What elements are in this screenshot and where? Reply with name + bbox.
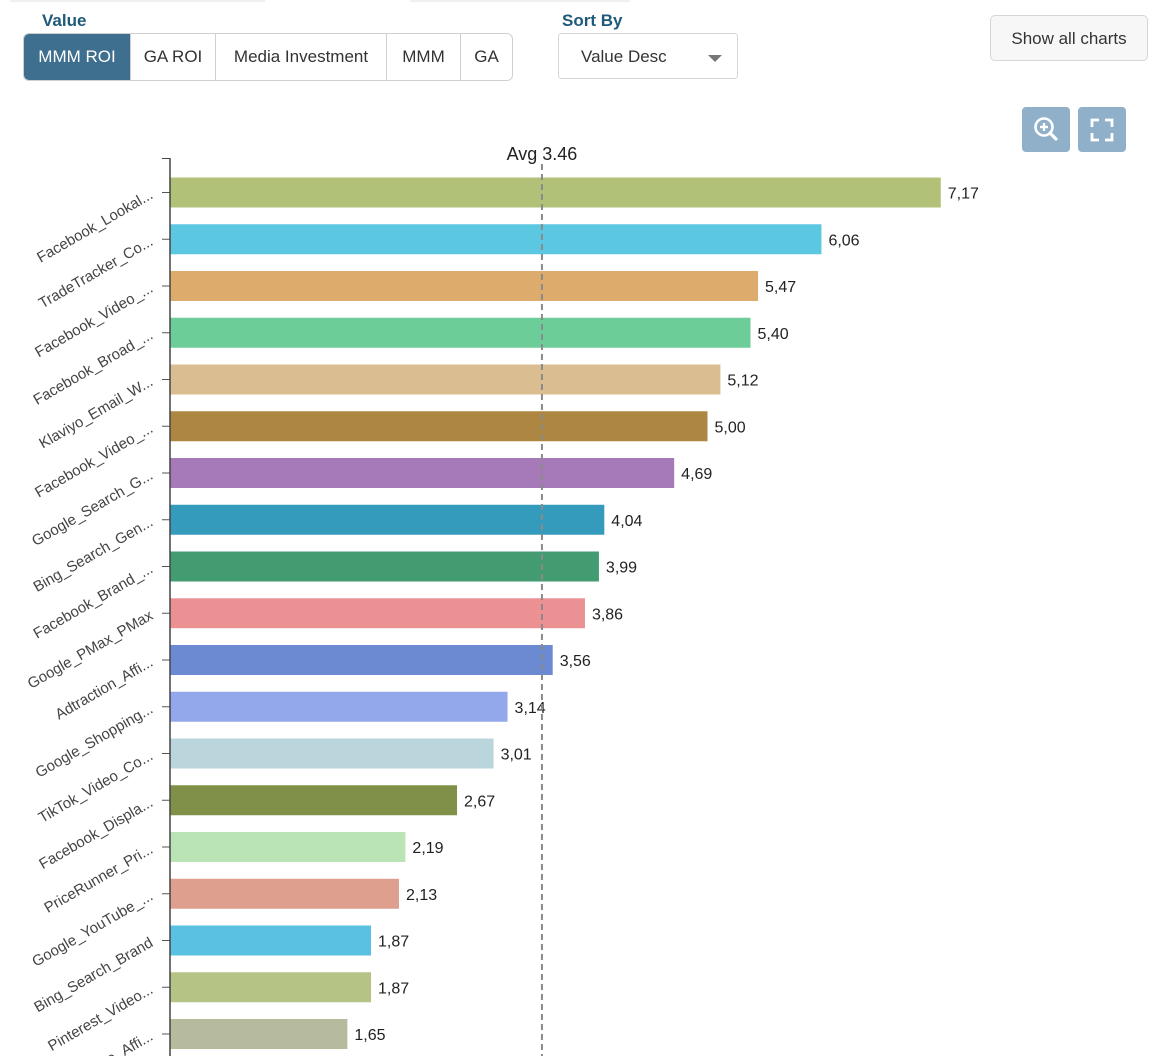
value-option-ga-roi[interactable]: GA ROI [131,34,216,80]
bar-6 [170,411,708,442]
show-all-charts-button[interactable]: Show all charts [990,15,1148,61]
bar-17 [170,925,372,956]
value-label: 3,56 [560,653,591,670]
bar-15 [170,832,406,862]
value-label: 3,86 [592,606,623,623]
bar-13 [170,738,494,769]
value-toggle-group: MMM ROI GA ROI Media Investment MMM GA [23,33,513,81]
value-label: 1,87 [378,980,409,997]
top-edge-right [410,0,630,2]
value-label: 2,13 [406,887,437,904]
zoom-in-icon [1034,117,1058,141]
bar-18 [170,972,372,1003]
bar-19 [170,1019,348,1049]
bar-10 [170,598,585,629]
value-label: 2,67 [464,793,495,810]
bar-12 [170,691,508,722]
bar-7 [170,458,675,488]
value-option-mmm-roi[interactable]: MMM ROI [24,34,131,80]
chevron-down-icon [708,55,722,62]
fullscreen-button[interactable] [1078,107,1126,152]
value-label: 1,65 [354,1027,385,1044]
bar-14 [170,785,458,816]
value-label: 1,87 [378,934,409,951]
value-label: 4,69 [681,466,712,483]
value-label: 6,06 [828,232,859,249]
value-label: 5,12 [727,373,758,390]
value-option-ga[interactable]: GA [474,47,499,66]
top-edge-left [10,0,265,2]
sort-by-select[interactable]: Value Desc [558,33,738,79]
bar-4 [170,317,751,348]
value-label: 7,17 [948,186,979,203]
sort-by-value: Value Desc [581,47,667,66]
value-label: 3,99 [606,560,637,577]
bar-8 [170,504,605,535]
value-label: 5,40 [758,326,789,343]
value-label: 2,19 [412,840,443,857]
fullscreen-icon [1090,118,1114,142]
value-label: Value [42,11,87,30]
value-option-mmm[interactable]: MMM [387,34,461,80]
bar-16 [170,878,399,909]
value-label: 5,00 [715,419,746,436]
zoom-button[interactable] [1022,107,1070,152]
bar-11 [170,645,553,675]
bar-3 [170,271,759,301]
value-label: 3,14 [515,700,546,717]
category-label: ...e_Affi... [93,1028,156,1056]
average-label: Avg 3.46 [507,144,578,164]
value-option-media-investment[interactable]: Media Investment [216,34,387,80]
bar-9 [170,551,599,582]
sort-by-label: Sort By [562,11,623,30]
value-label: 5,47 [765,279,796,296]
bar-2 [170,224,822,255]
bar-1 [170,177,941,208]
bar-5 [170,364,721,395]
value-label: 3,01 [501,747,532,764]
value-label: 4,04 [611,513,642,530]
